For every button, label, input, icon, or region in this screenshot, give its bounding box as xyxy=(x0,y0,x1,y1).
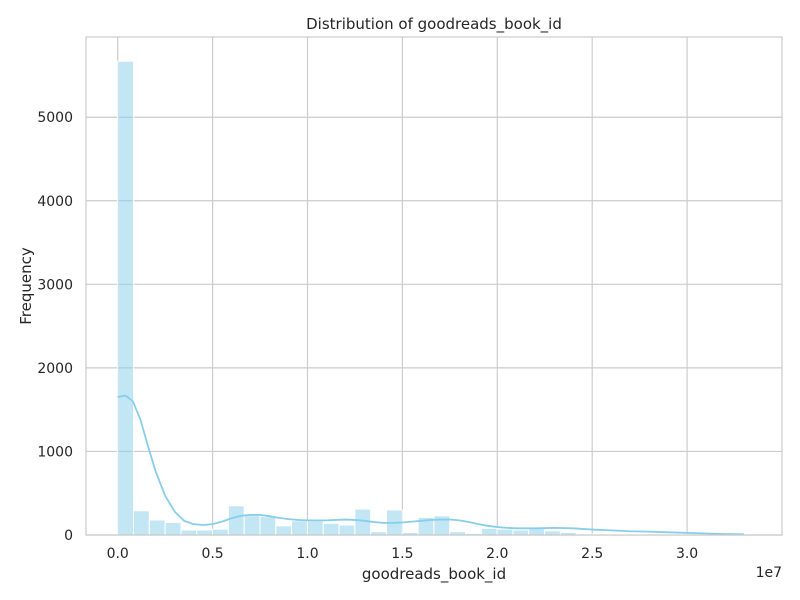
histogram-bar xyxy=(275,525,293,536)
histogram-bars xyxy=(117,60,751,536)
x-tick-label: 2.0 xyxy=(486,546,508,562)
y-tick-label: 1000 xyxy=(37,444,73,460)
histogram-bar xyxy=(259,516,277,536)
x-tick-label: 0.5 xyxy=(201,546,223,562)
x-tick-labels: 0.0 0.5 1.0 1.5 2.0 2.5 3.0 xyxy=(107,546,699,562)
histogram-bar xyxy=(117,60,135,536)
x-tick-label: 2.5 xyxy=(581,546,603,562)
histogram-bar xyxy=(291,520,308,536)
histogram-bar xyxy=(338,524,356,536)
histogram-bar xyxy=(227,505,245,536)
kde-curve xyxy=(117,394,745,536)
x-axis-title: goodreads_book_id xyxy=(362,565,506,584)
histogram-bar xyxy=(544,530,561,536)
y-axis-title: Frequency xyxy=(17,247,35,325)
chart-title: Distribution of goodreads_book_id xyxy=(306,15,562,34)
y-tick-label: 3000 xyxy=(37,277,73,293)
histogram-bar xyxy=(322,522,340,536)
histogram-bar xyxy=(148,519,166,536)
y-tick-label: 4000 xyxy=(37,194,73,210)
grid-lines xyxy=(86,37,782,536)
y-tick-label: 2000 xyxy=(37,361,73,377)
x-tick-label: 0.0 xyxy=(107,546,129,562)
histogram-bar xyxy=(133,510,150,536)
y-tick-label: 0 xyxy=(64,528,73,544)
histogram-bar xyxy=(512,529,530,536)
histogram-bar xyxy=(212,528,229,536)
plot-area xyxy=(86,37,782,535)
histogram-bar xyxy=(480,527,498,536)
x-tick-label: 3.0 xyxy=(676,546,698,562)
histogram-bar xyxy=(196,529,214,536)
histogram-bar xyxy=(164,521,182,536)
histogram-bar xyxy=(306,520,324,536)
y-tick-label: 5000 xyxy=(37,110,73,126)
histogram-bar xyxy=(243,515,261,536)
x-tick-label: 1.0 xyxy=(296,546,318,562)
histogram-bar xyxy=(180,529,198,536)
x-offset-label: 1e7 xyxy=(756,565,782,581)
plot-frame xyxy=(85,36,783,536)
histogram-bar xyxy=(496,528,514,536)
y-tick-labels: 0 1000 2000 3000 4000 5000 xyxy=(37,110,73,544)
x-tick-label: 1.5 xyxy=(391,546,413,562)
